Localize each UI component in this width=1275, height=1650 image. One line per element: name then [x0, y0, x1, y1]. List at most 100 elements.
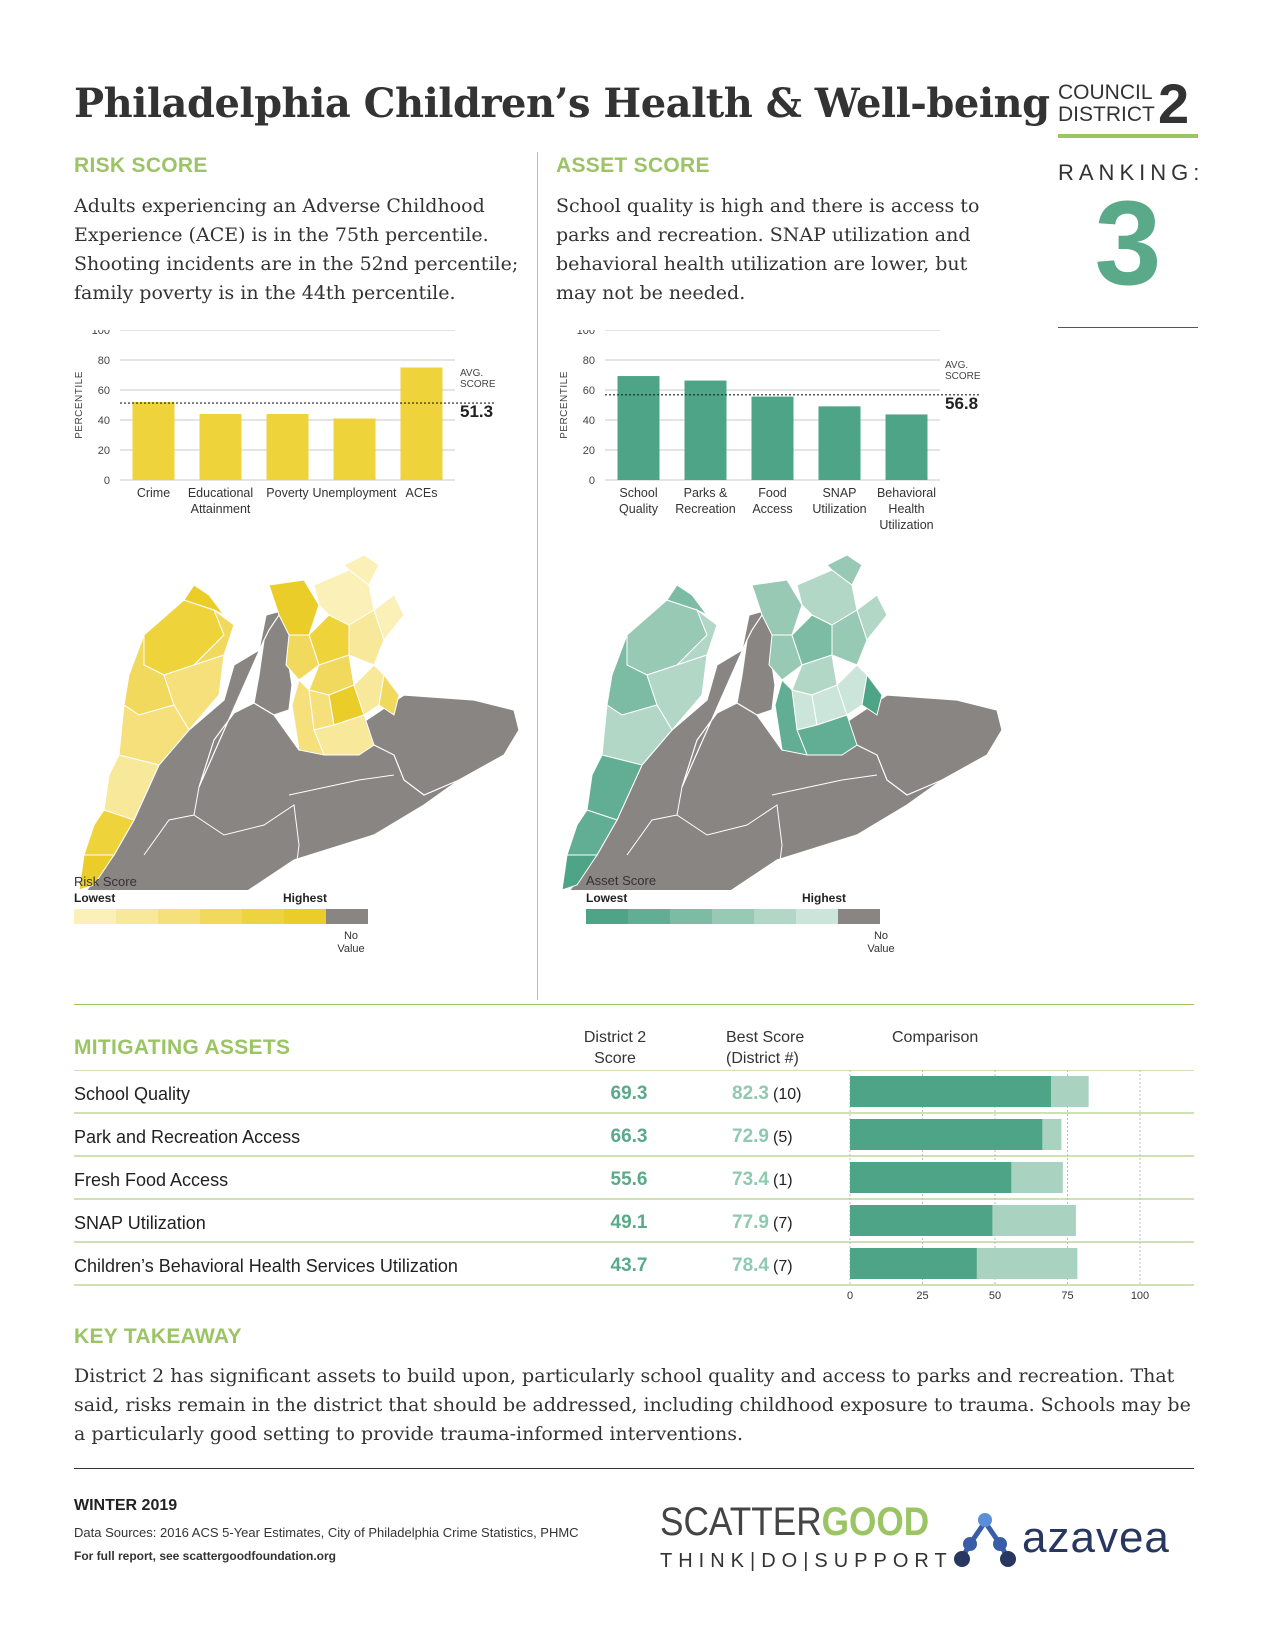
comparison-district-bar	[850, 1162, 1012, 1193]
asset-map-tract	[856, 594, 888, 642]
risk-chart-bar	[132, 402, 175, 480]
asset-map-tract	[768, 634, 803, 681]
score-column-header-line2: Score	[594, 1050, 636, 1067]
table-row: Park and Recreation Access 66.3 72.9 (5)	[74, 1115, 1194, 1159]
row-best-district: (7)	[772, 1258, 793, 1275]
risk-chart-y-axis-label: PERCENTILE	[74, 371, 85, 439]
asset-chart-y-tick: 40	[583, 415, 595, 427]
risk-chart-x-tick-label: Unemployment	[312, 486, 397, 500]
comparison-x-tick: 25	[916, 1290, 928, 1302]
asset-chart-x-tick-label: Utilization	[879, 518, 933, 532]
asset-chart-avg-label: SCORE	[945, 371, 981, 382]
row-score: 49.1	[610, 1212, 648, 1233]
risk-map-tract	[78, 854, 115, 890]
asset-chart-x-tick-label: Parks &	[684, 486, 728, 500]
row-best-district: (10)	[772, 1086, 802, 1103]
comparison-chart: 0 25 50 75 100	[74, 1070, 1194, 1302]
page-title: Philadelphia Children’s Health & Well-be…	[74, 80, 1050, 127]
risk-heading: RISK SCORE	[74, 154, 208, 177]
risk-map-tract	[378, 673, 400, 716]
comparison-district-bar	[850, 1119, 1043, 1150]
asset-bar-chart: 0 20 40 60 80 100 PERCENTILE School Quality Parks…	[559, 330, 981, 532]
council-label-line2: DISTRICT	[1058, 103, 1155, 126]
asset-chart-y-tick: 20	[583, 445, 595, 457]
comparison-x-tick: 75	[1061, 1290, 1073, 1302]
comparison-district-bar	[850, 1076, 1051, 1107]
row-label: SNAP Utilization	[74, 1213, 206, 1233]
row-score: 43.7	[610, 1255, 648, 1276]
header-accent-line	[1058, 134, 1198, 138]
row-best-value: 78.4	[732, 1255, 769, 1276]
risk-chart-bar	[400, 367, 443, 480]
row-label: Children’s Behavioral Health Services Ut…	[74, 1256, 458, 1276]
azavea-logo-text: azavea	[1022, 1513, 1170, 1562]
asset-map-tract	[774, 679, 808, 756]
asset-map-tract	[561, 854, 598, 890]
footer-sources: Data Sources: 2016 ACS 5-Year Estimates,…	[74, 1525, 579, 1540]
asset-chart-y-tick: 80	[583, 355, 595, 367]
row-best-district: (1)	[772, 1172, 793, 1189]
row-best: 72.9 (5)	[732, 1126, 793, 1148]
risk-chart-y-tick: 100	[92, 330, 110, 337]
asset-map-tract	[831, 609, 868, 666]
section-divider	[74, 1004, 1194, 1005]
asset-legend-high: Highest	[802, 891, 847, 905]
table-row: School Quality 69.3 82.3 (10)	[74, 1072, 1194, 1116]
asset-legend-swatch	[670, 909, 712, 924]
row-best-district: (7)	[772, 1215, 793, 1232]
risk-legend-no-value: No Value	[330, 930, 372, 956]
risk-chart-y-tick: 80	[98, 355, 110, 367]
risk-chart-y-tick: 20	[98, 445, 110, 457]
asset-chart-x-tick-label: Access	[752, 502, 792, 516]
risk-chart-bar	[199, 414, 242, 480]
risk-map	[78, 555, 520, 890]
takeaway-text: District 2 has significant assets to bui…	[74, 1365, 1191, 1445]
row-score: 69.3	[610, 1083, 648, 1104]
risk-chart-x-tick-label: Crime	[137, 486, 170, 500]
risk-chart-x-tick-label: ACEs	[406, 486, 438, 500]
asset-legend-swatch	[796, 909, 838, 924]
asset-chart-bar	[751, 396, 794, 480]
risk-chart-avg-label: SCORE	[460, 379, 496, 390]
score-column-header-line1: District 2	[583, 1029, 647, 1046]
asset-legend-title: Asset Score	[586, 873, 657, 888]
comparison-district-bar	[850, 1205, 993, 1236]
asset-legend-swatch	[712, 909, 754, 924]
comparison-district-bar	[850, 1248, 977, 1279]
scattergood-logo-part1: SCATTER	[660, 1500, 822, 1544]
asset-chart-x-tick-label: Utilization	[812, 502, 866, 516]
risk-chart-y-tick: 60	[98, 385, 110, 397]
row-score: 55.6	[610, 1169, 648, 1190]
scattergood-tagline: THINK|DO|SUPPORT	[660, 1550, 953, 1572]
asset-chart-bar	[818, 406, 861, 480]
asset-legend-swatch	[754, 909, 796, 924]
asset-chart-avg-label: AVG.	[945, 360, 968, 371]
risk-chart-y-tick: 0	[104, 475, 110, 487]
asset-chart-bar	[617, 376, 660, 480]
comparison-x-tick: 0	[847, 1290, 853, 1302]
asset-chart-x-tick-label: Behavioral	[877, 486, 936, 500]
row-best-value: 82.3	[732, 1083, 769, 1104]
row-label: Park and Recreation Access	[74, 1127, 301, 1147]
risk-chart-x-tick-label: Educational	[188, 486, 253, 500]
risk-map-no-value-area	[358, 694, 520, 796]
risk-legend-title: Risk Score	[74, 874, 137, 889]
footer-report-link: For full report, see scattergoodfoundati…	[74, 1549, 337, 1563]
row-score: 66.3	[610, 1126, 648, 1147]
asset-chart-x-tick-label: Health	[888, 502, 924, 516]
row-best: 78.4 (7)	[732, 1255, 793, 1277]
asset-chart-y-tick: 100	[577, 330, 595, 337]
risk-legend-swatch	[284, 909, 326, 924]
scattergood-logo: SCATTERGOOD	[660, 1502, 929, 1551]
risk-map-tract	[348, 609, 385, 666]
azavea-logo-icon	[954, 1513, 1016, 1567]
row-label: School Quality	[74, 1084, 191, 1104]
risk-chart-y-tick: 40	[98, 415, 110, 427]
asset-legend-scale	[586, 909, 880, 924]
asset-legend-swatch	[838, 909, 880, 924]
asset-chart-y-tick: 60	[583, 385, 595, 397]
table-row: Fresh Food Access 55.6 73.4 (1)	[74, 1158, 1194, 1202]
district-number: 2	[1158, 72, 1190, 135]
council-district-label: COUNCIL DISTRICT	[1058, 82, 1198, 126]
risk-bar-chart: 0 20 40 60 80 100 PERCENTILE Crime Educational At…	[74, 330, 496, 516]
